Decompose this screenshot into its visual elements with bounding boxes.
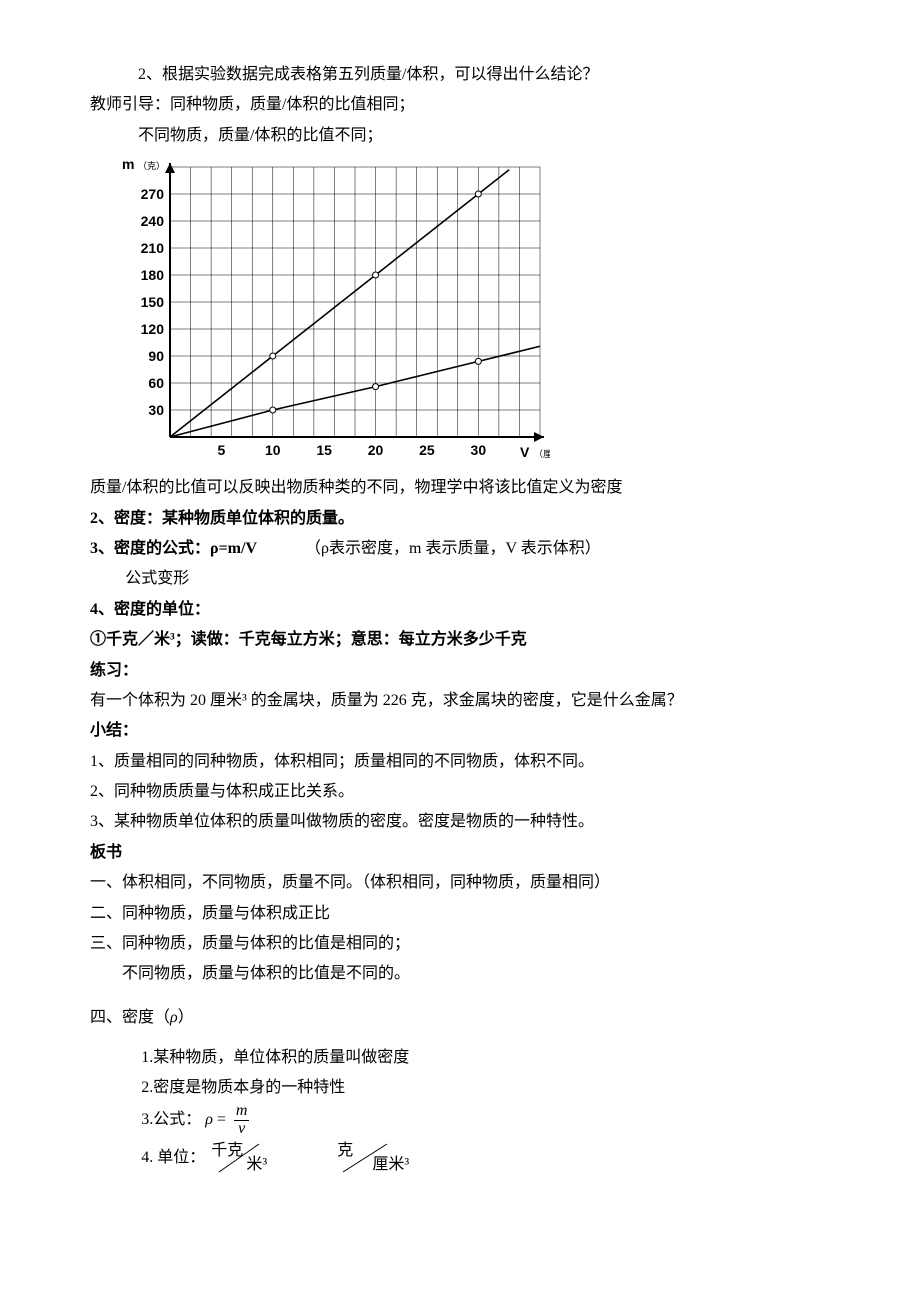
unit-g-per-cm3: 克 厘米³ (337, 1138, 409, 1178)
density-formula-line: 3、密度的公式：ρ=m/V （ρ表示密度，m 表示质量，V 表示体积） (90, 534, 830, 564)
board-heading: 板书 (90, 838, 830, 868)
board-sub-4-lead: 4. 单位： (141, 1143, 205, 1173)
board-sub-4: 4. 单位： 千克 米³ 克 厘米³ (141, 1138, 830, 1178)
svg-text:60: 60 (148, 375, 164, 391)
board-item-4: 四、密度（ρ） (90, 1003, 830, 1033)
svg-text:5: 5 (217, 442, 225, 458)
density-definition: 2、密度：某种物质单位体积的质量。 (90, 504, 830, 534)
board-item-1: 一、体积相同，不同物质，质量不同。（体积相同，同种物质，质量相同） (90, 868, 830, 898)
svg-text:（厘米³）: （厘米³） (534, 448, 550, 459)
equals-sign: = (217, 1105, 226, 1135)
unit-g-bot: 厘米³ (372, 1150, 409, 1180)
board-item-4-lead: 四、密度（ (90, 1009, 170, 1026)
svg-text:10: 10 (265, 442, 281, 458)
density-formula-label: 3、密度的公式：ρ=m/V (90, 540, 257, 557)
exercise-text: 有一个体积为 20 厘米³ 的金属块，质量为 226 克，求金属块的密度，它是什… (90, 686, 830, 716)
unit-kg-bot: 米³ (246, 1150, 267, 1180)
board-sub-2: 2.密度是物质本身的一种特性 (141, 1073, 830, 1103)
svg-text:25: 25 (419, 442, 435, 458)
fraction-m-over-v: m v (232, 1103, 252, 1138)
fraction-numerator: m (232, 1103, 252, 1120)
density-formula-note: （ρ表示密度，m 表示质量，V 表示体积） (305, 540, 601, 557)
svg-text:30: 30 (471, 442, 487, 458)
svg-text:90: 90 (148, 348, 164, 364)
svg-text:270: 270 (141, 186, 165, 202)
after-chart-line1: 质量/体积的比值可以反映出物质种类的不同，物理学中将该比值定义为密度 (90, 473, 830, 503)
mv-chart-svg: 30 60 90 120 150 180 210 240 270 5 10 15 20 25 30 m （克） V… (110, 157, 550, 467)
board-sub-1: 1.某种物质，单位体积的质量叫做密度 (141, 1043, 830, 1073)
rho-symbol: ρ (170, 1009, 178, 1026)
summary-heading: 小结： (90, 716, 830, 746)
unit-label: 4、密度的单位： (90, 595, 830, 625)
board-sub-3-lead: 3.公式： (141, 1105, 201, 1135)
unit-kg-per-m3: 千克 米³ (211, 1138, 267, 1178)
teacher-lead-2: 不同物质，质量/体积的比值不同； (90, 121, 830, 151)
svg-text:120: 120 (141, 321, 165, 337)
summary-item-1: 1、质量相同的同种物质，体积相同；质量相同的不同物质，体积不同。 (90, 747, 830, 777)
svg-text:30: 30 (148, 402, 164, 418)
board-item-4-tail: ） (178, 1009, 194, 1026)
board-item-3b: 不同物质，质量与体积的比值是不同的。 (90, 959, 830, 989)
summary-item-2: 2、同种物质质量与体积成正比关系。 (90, 777, 830, 807)
svg-text:210: 210 (141, 240, 165, 256)
teacher-lead-1: 教师引导：同种物质，质量/体积的比值相同； (90, 90, 830, 120)
board-item-3a: 三、同种物质，质量与体积的比值是相同的； (90, 929, 830, 959)
svg-text:180: 180 (141, 267, 165, 283)
formula-transform: 公式变形 (90, 564, 830, 594)
svg-text:（克）: （克） (138, 161, 165, 171)
svg-text:V: V (520, 444, 530, 460)
board-sub-3: 3.公式： ρ = m v (141, 1103, 830, 1138)
svg-text:240: 240 (141, 213, 165, 229)
rho-symbol-2: ρ (205, 1105, 213, 1135)
svg-text:150: 150 (141, 294, 165, 310)
svg-text:15: 15 (316, 442, 332, 458)
exercise-heading: 练习： (90, 656, 830, 686)
board-item-2: 二、同种物质，质量与体积成正比 (90, 899, 830, 929)
unit-1: ①千克／米³；读做：千克每立方米；意思：每立方米多少千克 (90, 625, 830, 655)
svg-text:m: m (122, 157, 134, 172)
svg-text:20: 20 (368, 442, 384, 458)
mv-chart: 30 60 90 120 150 180 210 240 270 5 10 15 20 25 30 m （克） V… (110, 157, 830, 467)
summary-item-3: 3、某种物质单位体积的质量叫做物质的密度。密度是物质的一种特性。 (90, 807, 830, 837)
question-2: 2、根据实验数据完成表格第五列质量/体积，可以得出什么结论？ (90, 60, 830, 90)
